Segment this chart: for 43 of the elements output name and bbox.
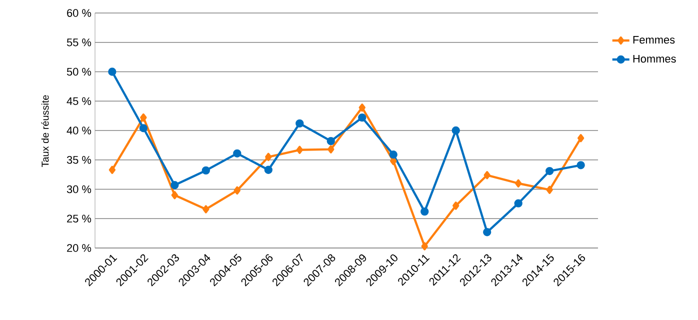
point [139,124,148,132]
y-tick-label: 25 % [67,214,92,223]
y-tick-label: 45 % [66,97,92,105]
point [328,145,334,154]
point [483,228,492,236]
point [234,186,240,195]
point [514,199,522,208]
point [296,146,303,154]
point [515,179,522,188]
point [326,136,335,146]
point [264,166,272,174]
point [140,113,147,122]
point [108,68,116,76]
point [202,205,210,214]
point [358,113,366,122]
point [170,181,179,190]
point [546,186,553,194]
point [546,166,554,176]
point [171,191,178,200]
point [296,119,304,128]
y-tick-label: 55 % [66,38,92,46]
point [233,149,242,158]
point [202,166,210,175]
y-tick-label: 40 % [66,126,92,134]
point [358,104,366,112]
y-tick-label: 60 % [67,9,92,17]
y-tick-label: 50 % [66,68,92,76]
y-tick-label: 35 % [66,156,92,164]
point [420,207,429,216]
point [577,134,584,142]
point [265,152,272,162]
y-axis-title: Taux de réussite [41,95,49,168]
point [389,150,398,159]
y-tick-label: 30 % [66,185,92,194]
point [576,161,585,170]
point [484,171,490,180]
legend-label: Hommes [633,54,676,63]
legend-label: Femmes [633,36,675,44]
point [452,202,460,210]
point [421,242,428,250]
point [108,166,116,174]
y-tick-label: 20 % [67,244,92,252]
point [452,126,460,135]
